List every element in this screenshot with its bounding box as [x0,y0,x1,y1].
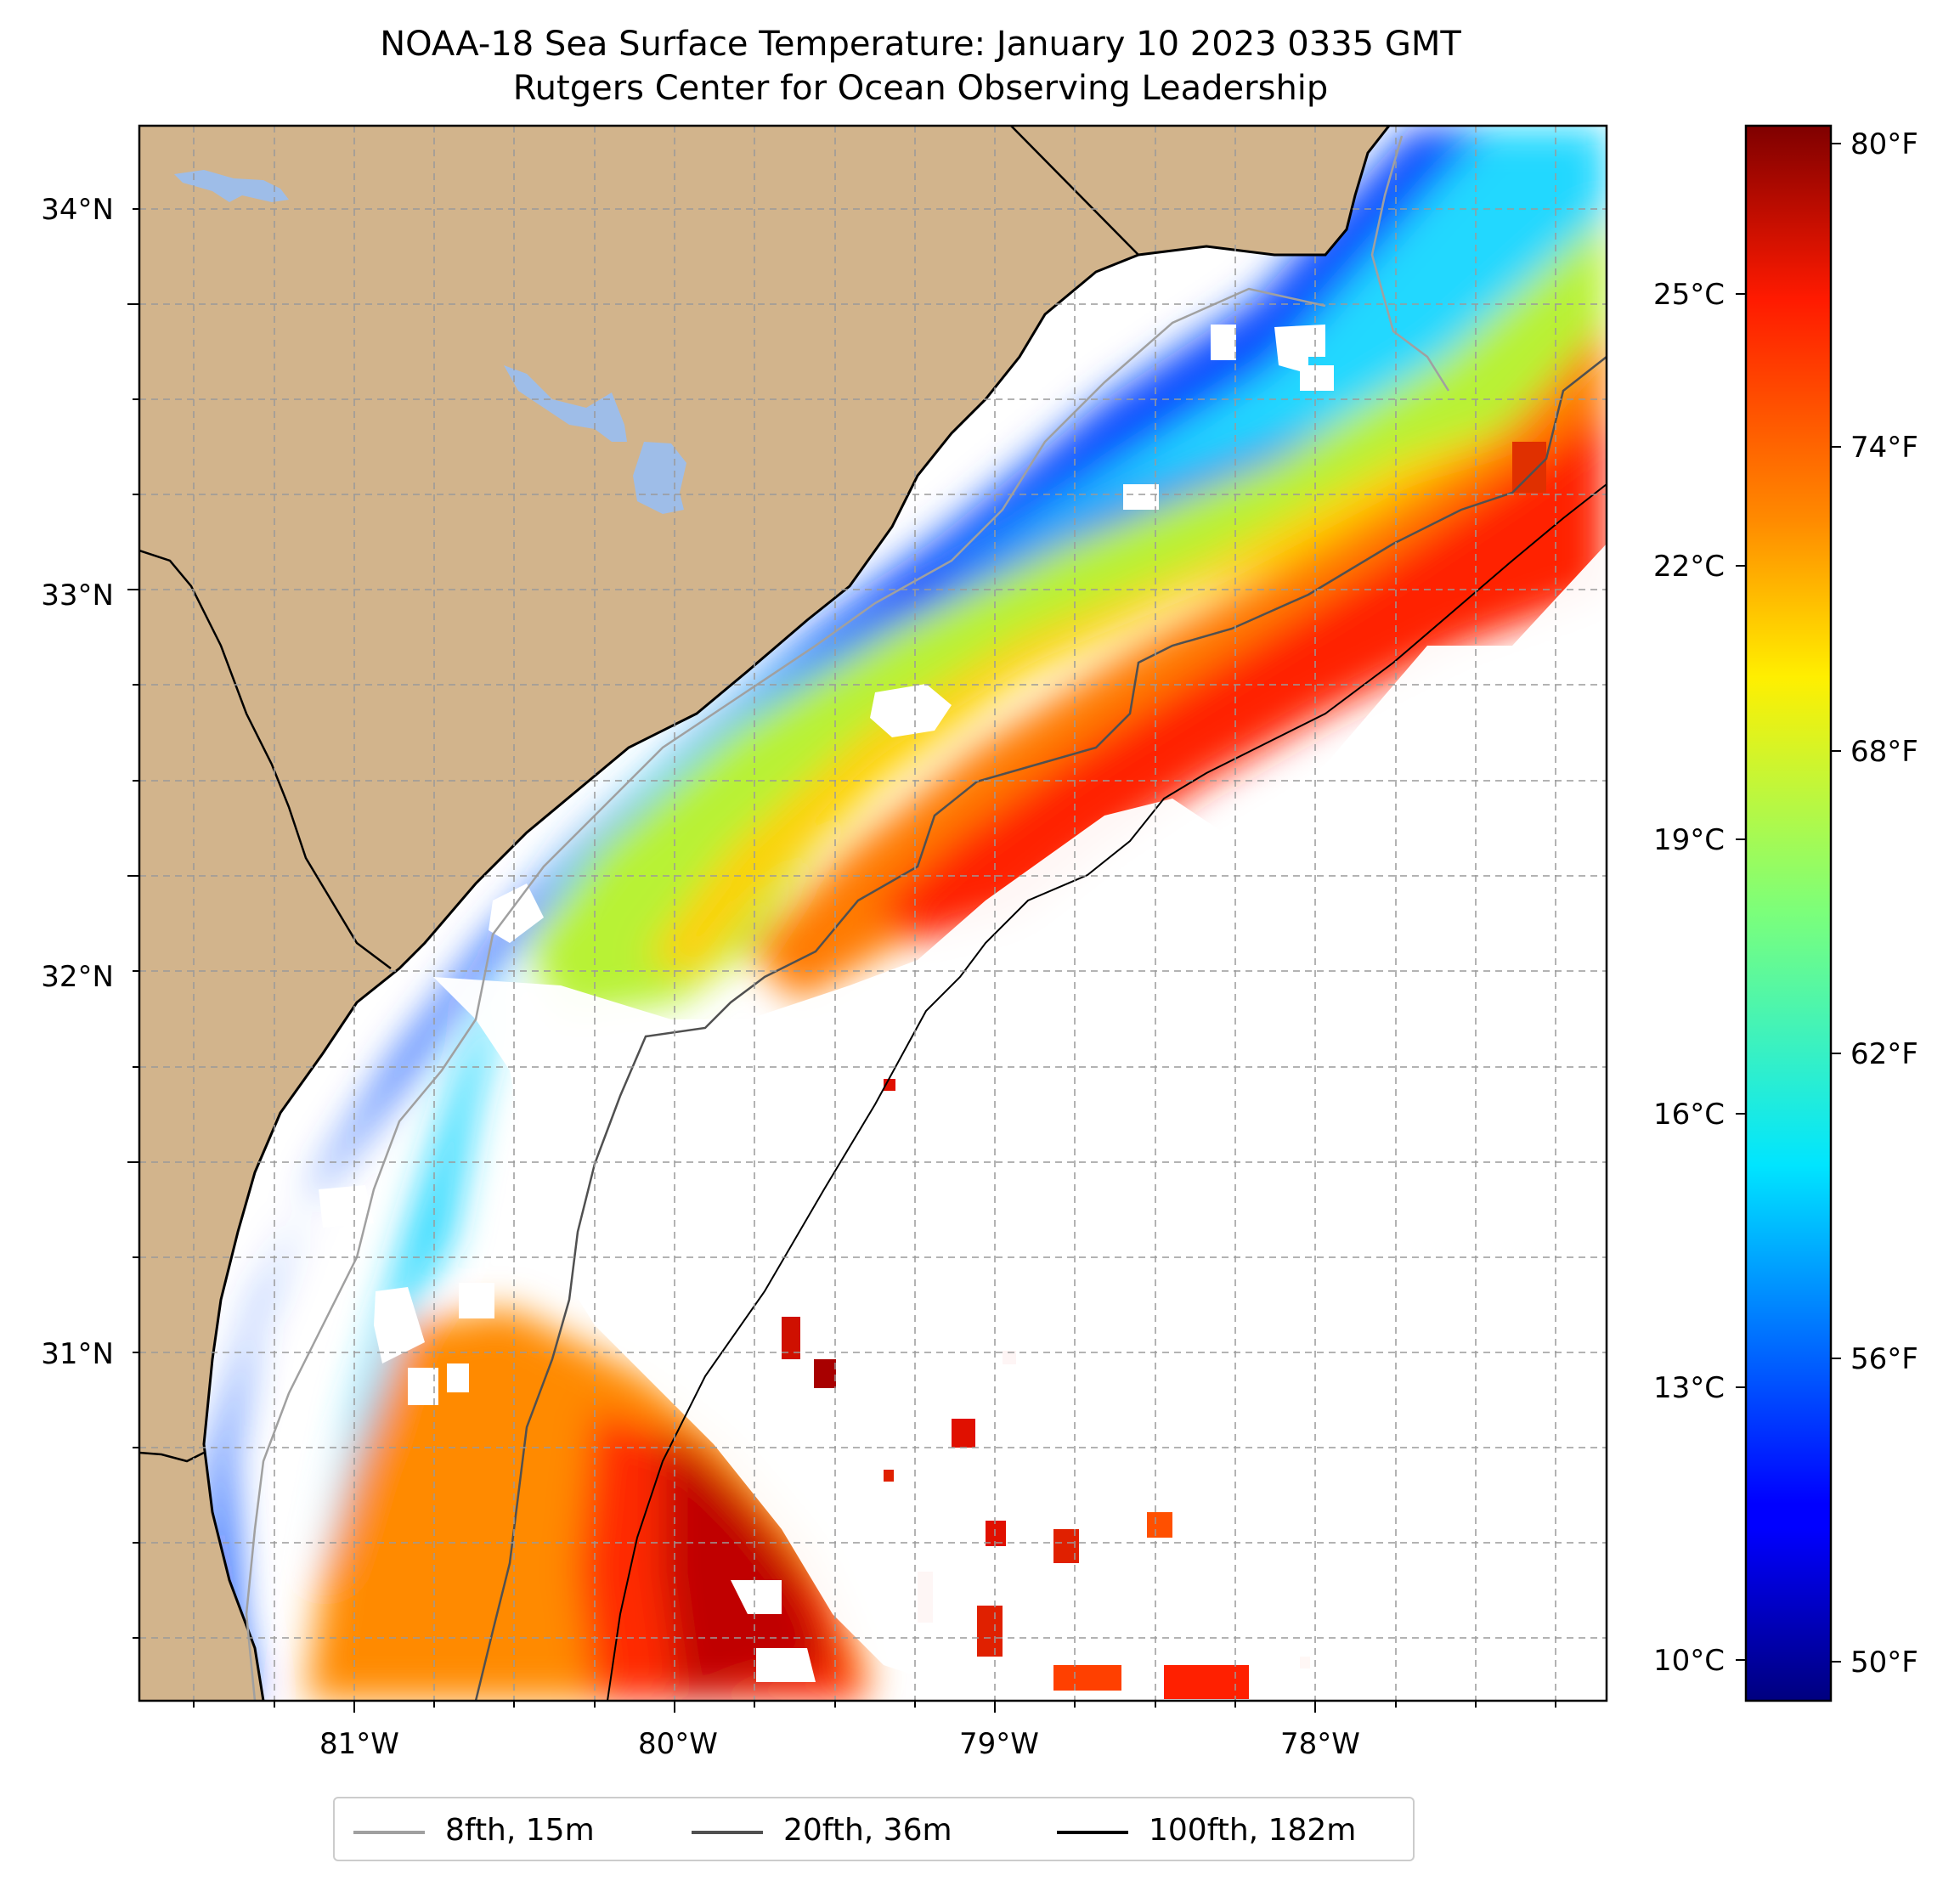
lat-label: 31°N [41,1337,114,1371]
lat-label: 33°N [41,579,114,613]
lat-labels: 34°N 33°N 32°N 31°N [41,193,114,1371]
isobath-legend: 8fth, 15m 20fth, 36m 100fth, 182m [333,1797,1415,1861]
isobath-20fth [474,356,1607,1701]
lake [504,365,627,442]
fahrenheit-label: 62°F [1850,1037,1918,1071]
lon-ticks [193,1701,1556,1713]
celsius-label: 22°C [1653,550,1725,584]
fahrenheit-label: 74°F [1850,431,1918,465]
fahrenheit-label: 80°F [1850,127,1918,161]
state-border [139,549,392,969]
state-border [139,1451,205,1463]
legend-label: 100fth, 182m [1149,1813,1357,1848]
colorbar-ticks [1736,143,1841,1663]
lon-labels: 81°W 80°W 79°W 78°W [319,1727,1360,1761]
legend-label: 8fth, 15m [445,1813,595,1848]
fahrenheit-label: 68°F [1850,735,1918,769]
legend-label: 20fth, 36m [783,1813,952,1848]
land [139,126,1389,1701]
celsius-label: 25°C [1653,278,1725,312]
lat-ticks [127,208,139,1639]
colorbar-fahrenheit-labels: 80°F 74°F 68°F 62°F 56°F 50°F [1850,127,1918,1680]
map-area [139,126,1607,1701]
chart-subtitle: Rutgers Center for Ocean Observing Leade… [512,69,1329,108]
lon-label: 81°W [319,1727,399,1761]
celsius-label: 10°C [1653,1644,1725,1678]
lon-label: 79°W [959,1727,1039,1761]
celsius-label: 19°C [1653,823,1725,857]
lake [174,170,289,202]
celsius-label: 16°C [1653,1098,1725,1132]
fahrenheit-label: 50°F [1850,1646,1918,1680]
legend-line [1057,1831,1128,1834]
colorbar-celsius-labels: 25°C 22°C 19°C 16°C 13°C 10°C [1653,278,1725,1678]
isobath-8fth [245,135,1450,1701]
lat-label: 34°N [41,193,114,227]
plot-frame [138,124,1608,1702]
lake [633,442,686,514]
chart-title: NOAA-18 Sea Surface Temperature: January… [380,25,1461,64]
coastline [202,126,1391,1701]
lon-label: 80°W [638,1727,718,1761]
legend-line [353,1831,425,1834]
colorbar [1744,124,1833,1702]
lat-label: 32°N [41,960,114,994]
celsius-label: 13°C [1653,1371,1725,1405]
fahrenheit-label: 56°F [1850,1342,1918,1376]
legend-line [692,1831,763,1834]
gridlines [139,126,1607,1701]
sst-field [204,127,1607,1701]
lon-label: 78°W [1280,1727,1360,1761]
isobath-100fth [607,483,1607,1701]
